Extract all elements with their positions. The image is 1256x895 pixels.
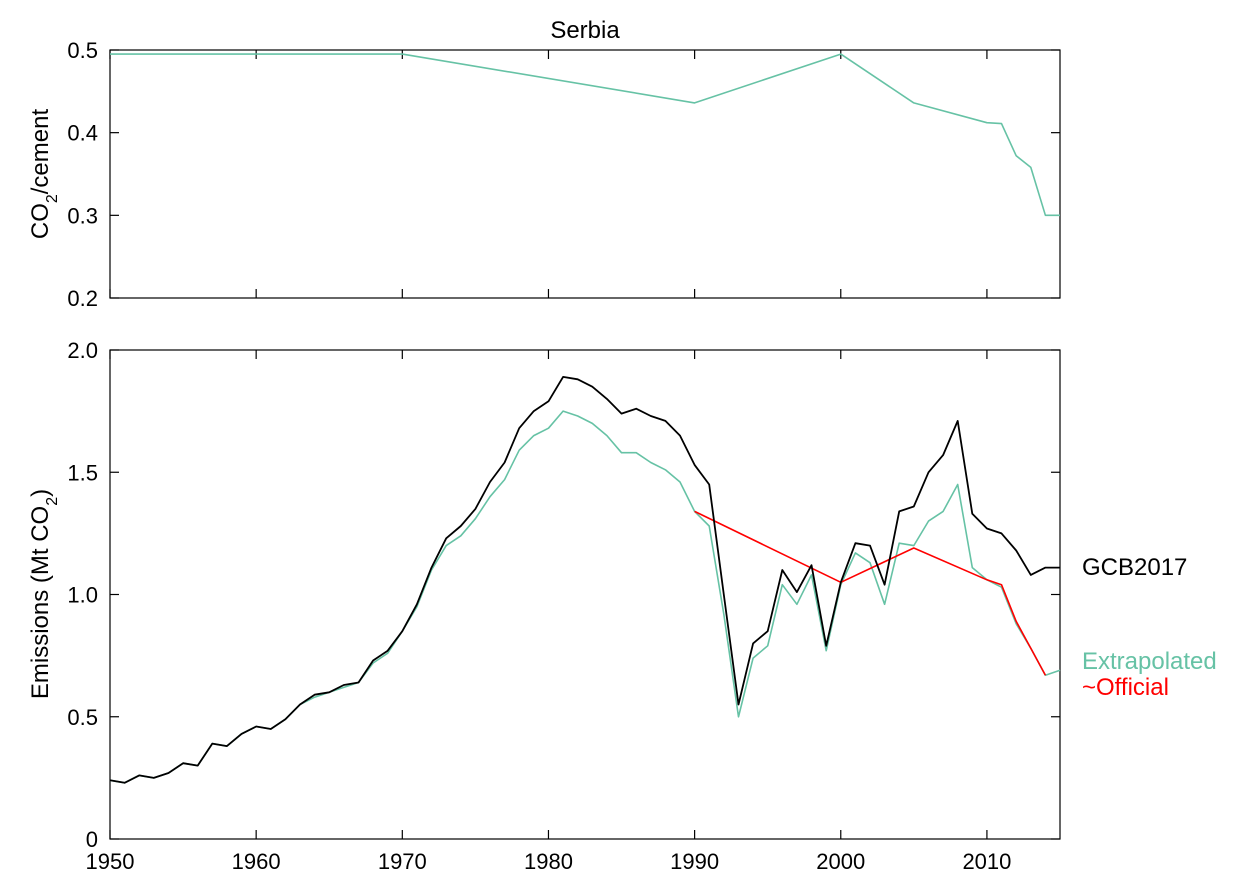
top-ytick-label: 0.3 <box>67 203 98 228</box>
panel-top-frame <box>109 49 1061 299</box>
bottom-ytick-label: 0.5 <box>67 705 98 730</box>
chart-title: Serbia <box>550 17 620 44</box>
bottom-y-axis-label-main: Emissions (Mt CO <box>27 506 54 699</box>
panel-bottom-frame <box>109 349 1061 840</box>
bottom-y-ticks: 0 0.5 1.0 1.5 2.0 <box>67 338 1060 852</box>
bottom-series-extrapolated-line <box>109 410 1061 784</box>
top-series <box>110 53 1060 217</box>
bottom-xtick-label: 1990 <box>670 849 719 874</box>
legend-extrapolated: Extrapolated <box>1082 648 1217 675</box>
panel-top: Serbia CO2/cement 0.2 0.3 0.4 0.5 <box>27 17 1061 311</box>
bottom-ytick-label: 1.0 <box>67 583 98 608</box>
bottom-ytick-label: 1.5 <box>67 460 98 485</box>
legend: GCB2017 Extrapolated ~Official <box>1082 554 1217 701</box>
top-ytick-label: 0.5 <box>67 38 98 63</box>
bottom-xtick-label: 1960 <box>232 849 281 874</box>
bottom-y-axis-label-rest: ) <box>27 489 54 497</box>
bottom-y-axis-label: Emissions (Mt CO2) <box>27 489 61 699</box>
top-y-axis-label: CO2/cement <box>27 109 61 240</box>
bottom-xtick-label: 2010 <box>962 849 1011 874</box>
legend-gcb2017: GCB2017 <box>1082 554 1187 581</box>
top-y-axis-label-sub: 2 <box>44 194 61 203</box>
bottom-ytick-label: 0 <box>86 827 98 852</box>
bottom-xtick-label: 2000 <box>816 849 865 874</box>
top-series-extrapolated-line <box>110 53 1060 217</box>
top-ytick-label: 0.4 <box>67 121 98 146</box>
top-y-axis-label-rest: /cement <box>27 109 54 195</box>
bottom-y-axis-label-sub: 2 <box>44 497 61 506</box>
bottom-xtick-label: 1950 <box>86 849 135 874</box>
panel-bottom: Emissions (Mt CO2) 0 0.5 1.0 1.5 2.0 1950 196… <box>27 338 1061 874</box>
top-y-axis-label-main: CO <box>27 203 54 239</box>
legend-official: ~Official <box>1082 674 1169 701</box>
top-ytick-label: 0.2 <box>67 286 98 311</box>
bottom-x-ticks: 1950 1960 1970 1980 1990 2000 2010 <box>86 350 1011 874</box>
top-y-ticks: 0.2 0.3 0.4 0.5 <box>67 38 1060 311</box>
bottom-xtick-label: 1970 <box>378 849 427 874</box>
top-x-ticks <box>109 50 988 298</box>
bottom-series <box>109 375 1061 784</box>
bottom-ytick-label: 2.0 <box>67 338 98 363</box>
bottom-series-official-line <box>694 510 1047 676</box>
bottom-series-gcb-line <box>109 375 1060 784</box>
bottom-xtick-label: 1980 <box>524 849 573 874</box>
